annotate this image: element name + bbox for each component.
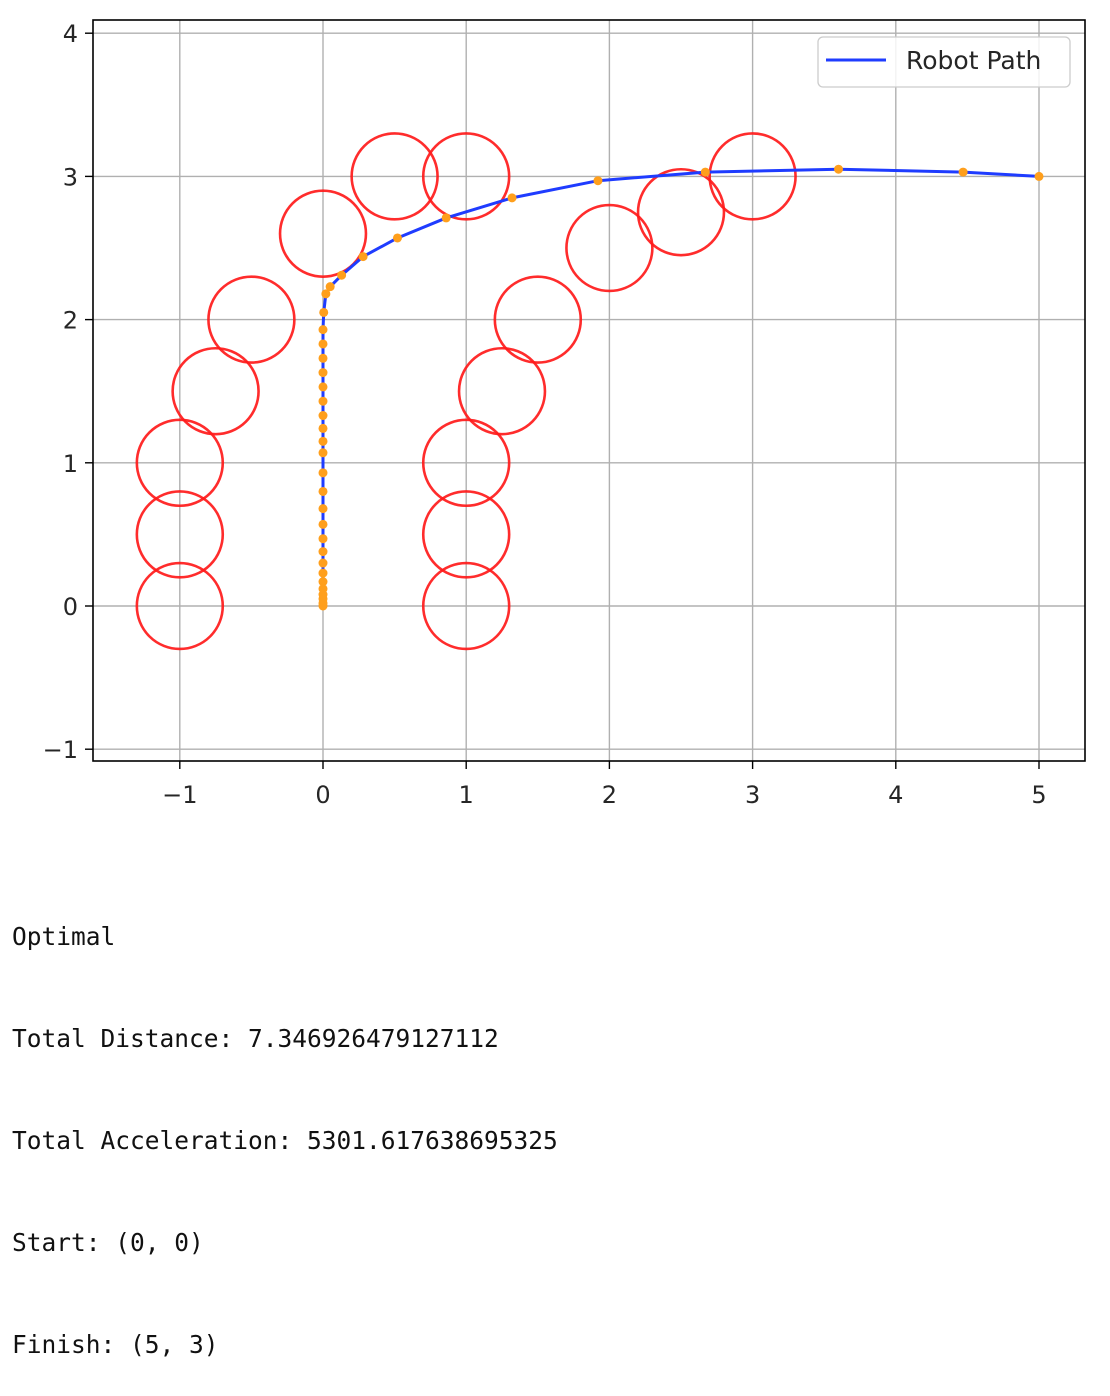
y-tick-label: 2 [63, 307, 78, 335]
waypoint-marker [318, 504, 328, 514]
output-line-distance: Total Distance: 7.346926479127112 [12, 1024, 499, 1053]
robot-path-line [321, 167, 1040, 606]
obstacle-circle [421, 561, 511, 651]
y-tick-label: −1 [43, 736, 78, 764]
legend-box [817, 36, 1071, 88]
obstacle-circle [421, 418, 511, 508]
obstacle-circle [493, 275, 583, 364]
console-output: Optimal Total Distance: 7.34692647912711… [12, 852, 558, 1396]
waypoint-marker [318, 568, 328, 578]
robot-path-chart: −1 0 1 2 3 4 5 −1 0 1 2 3 4 Robot Path [43, 19, 1086, 809]
waypoint-marker [337, 270, 347, 280]
series-robot-path [318, 164, 1044, 611]
obstacle-circle [421, 132, 511, 221]
waypoint-marker [321, 289, 331, 299]
waypoint-marker [318, 368, 328, 378]
waypoint-marker [958, 167, 968, 177]
waypoint-marker [318, 436, 328, 446]
output-line-status: Optimal [12, 922, 116, 951]
waypoint-marker [318, 325, 328, 335]
x-tick-label: 1 [459, 781, 474, 809]
waypoint-marker [318, 468, 328, 478]
axis-ticks: −1 0 1 2 3 4 5 −1 0 1 2 3 4 [43, 20, 1047, 809]
y-tick-label: 1 [63, 450, 78, 478]
x-tick-label: 0 [315, 781, 330, 809]
obstacle-circle [278, 189, 368, 278]
waypoint-marker [700, 167, 710, 177]
waypoint-marker [318, 486, 328, 496]
x-tick-label: 4 [888, 781, 903, 809]
waypoint-marker [441, 213, 451, 223]
waypoint-marker [318, 339, 328, 349]
x-tick-label: 5 [1031, 781, 1046, 809]
waypoint-marker [318, 547, 328, 557]
y-tick-label: 0 [63, 593, 78, 621]
obstacles [135, 132, 797, 651]
waypoint-marker [1034, 171, 1044, 181]
grid-lines [93, 20, 1085, 761]
waypoint-marker [318, 558, 328, 568]
y-tick-label: 3 [63, 163, 78, 191]
waypoint-marker [319, 307, 329, 317]
output-line-acceleration: Total Acceleration: 5301.617638695325 [12, 1126, 558, 1155]
obstacle-circle [207, 275, 296, 364]
waypoint-marker [318, 519, 328, 529]
obstacle-circle [636, 167, 726, 257]
waypoint-marker [834, 164, 844, 174]
legend: Robot Path [817, 36, 1071, 88]
waypoint-marker [318, 396, 328, 406]
output-line-start: Start: (0, 0) [12, 1228, 204, 1257]
waypoint-marker [507, 193, 517, 203]
waypoint-marker [358, 252, 368, 262]
y-tick-label: 4 [63, 20, 78, 48]
legend-label-robot-path: Robot Path [906, 46, 1041, 75]
plot-area [135, 132, 1044, 651]
waypoint-marker [318, 411, 328, 421]
obstacle-circle [350, 132, 439, 221]
obstacle-circle [171, 346, 260, 436]
obstacle-circle [457, 346, 547, 436]
obstacle-circle [708, 132, 797, 221]
axes-frame [92, 19, 1086, 762]
waypoint-marker [318, 534, 328, 544]
x-tick-label: −1 [162, 781, 197, 809]
waypoint-marker [318, 353, 328, 363]
x-tick-label: 3 [745, 781, 760, 809]
waypoint-marker [318, 584, 328, 594]
obstacle-circle [135, 490, 225, 579]
waypoint-marker [318, 382, 328, 392]
output-line-finish: Finish: (5, 3) [12, 1330, 219, 1359]
waypoint-marker [318, 577, 328, 587]
obstacle-circle [135, 561, 225, 651]
obstacle-circle [565, 203, 654, 293]
waypoint-marker [392, 233, 402, 243]
waypoint-marker [318, 423, 328, 433]
obstacle-circle [135, 418, 225, 508]
waypoint-marker [318, 448, 328, 458]
waypoint-marker [325, 282, 335, 292]
waypoint-marker [593, 176, 603, 186]
x-tick-label: 2 [602, 781, 617, 809]
obstacle-circle [421, 490, 511, 579]
